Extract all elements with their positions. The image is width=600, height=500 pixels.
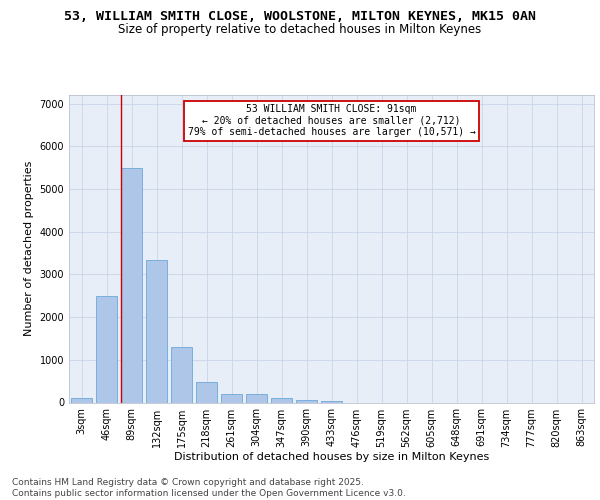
Bar [246,394,267,402]
Bar [296,400,317,402]
Bar [96,296,117,403]
Text: 53 WILLIAM SMITH CLOSE: 91sqm
← 20% of detached houses are smaller (2,712)
79% o: 53 WILLIAM SMITH CLOSE: 91sqm ← 20% of d… [188,104,475,138]
Bar [271,398,292,402]
Text: Size of property relative to detached houses in Milton Keynes: Size of property relative to detached ho… [118,22,482,36]
X-axis label: Distribution of detached houses by size in Milton Keynes: Distribution of detached houses by size … [174,452,489,462]
Bar [71,398,92,402]
Text: 53, WILLIAM SMITH CLOSE, WOOLSTONE, MILTON KEYNES, MK15 0AN: 53, WILLIAM SMITH CLOSE, WOOLSTONE, MILT… [64,10,536,23]
Y-axis label: Number of detached properties: Number of detached properties [24,161,34,336]
Bar [146,260,167,402]
Bar [121,168,142,402]
Text: Contains HM Land Registry data © Crown copyright and database right 2025.
Contai: Contains HM Land Registry data © Crown c… [12,478,406,498]
Bar [171,347,192,403]
Bar [221,394,242,402]
Bar [321,401,342,402]
Bar [196,382,217,402]
